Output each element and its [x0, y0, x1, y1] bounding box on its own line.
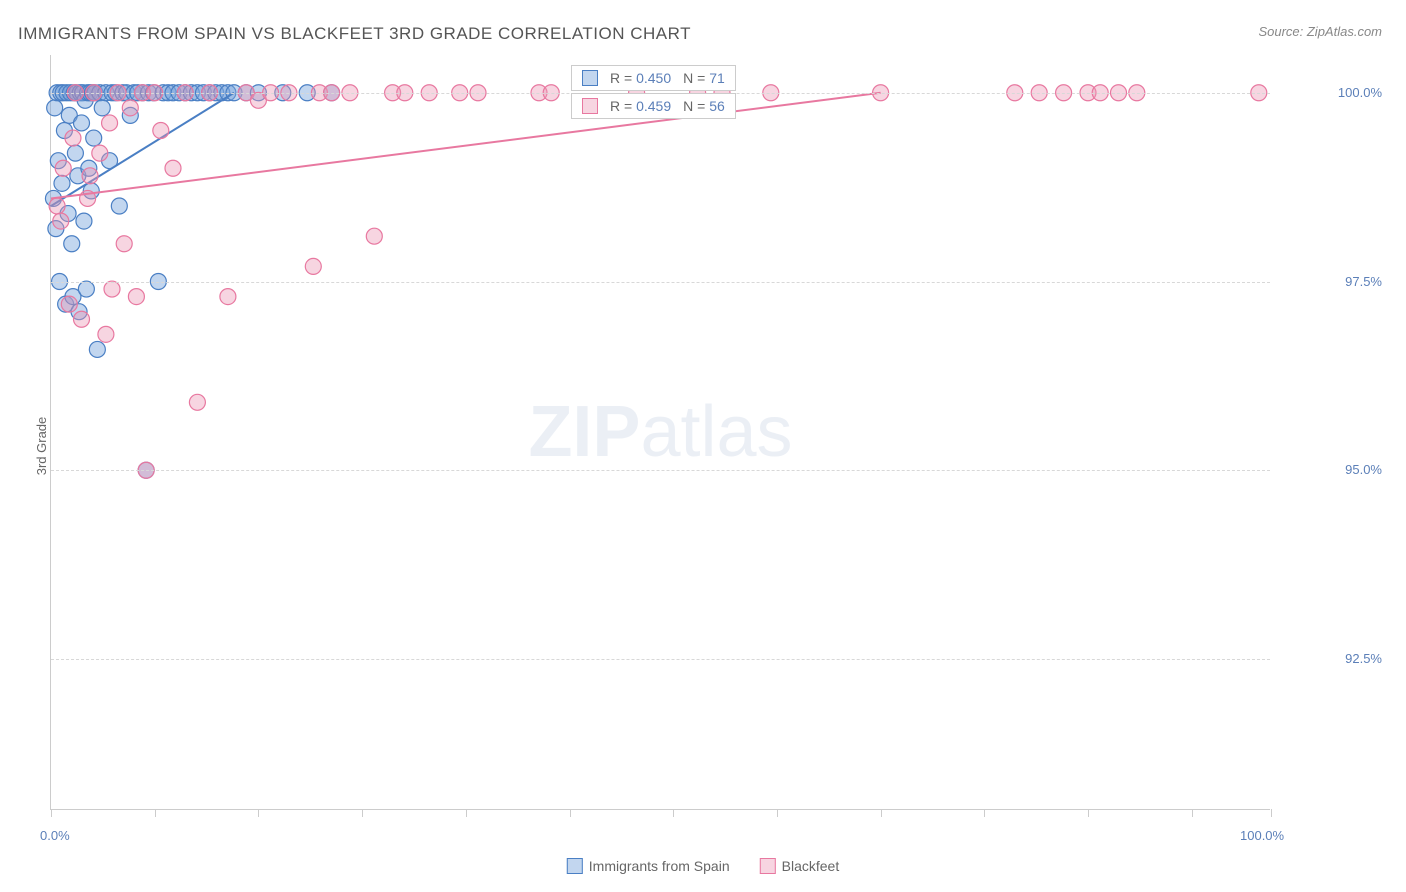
- y-tick-label: 92.5%: [1345, 651, 1382, 666]
- scatter-point: [65, 130, 81, 146]
- x-tick: [1192, 809, 1193, 817]
- scatter-point: [67, 145, 83, 161]
- scatter-point: [64, 236, 80, 252]
- scatter-point: [104, 281, 120, 297]
- scatter-svg: [51, 55, 1270, 809]
- scatter-point: [98, 326, 114, 342]
- legend-swatch: [582, 70, 598, 86]
- legend-series-name: Immigrants from Spain: [589, 858, 730, 874]
- scatter-point: [122, 100, 138, 116]
- trend-line: [51, 93, 881, 199]
- scatter-point: [74, 311, 90, 327]
- x-tick: [1271, 809, 1272, 817]
- scatter-point: [165, 160, 181, 176]
- legend-stat-box: R = 0.450 N = 71: [571, 65, 736, 91]
- x-tick: [777, 809, 778, 817]
- scatter-point: [128, 289, 144, 305]
- scatter-point: [102, 115, 118, 131]
- x-tick: [258, 809, 259, 817]
- x-tick: [570, 809, 571, 817]
- scatter-point: [89, 341, 105, 357]
- x-tick: [984, 809, 985, 817]
- scatter-point: [61, 296, 77, 312]
- x-tick: [466, 809, 467, 817]
- legend-series-name: Blackfeet: [782, 858, 840, 874]
- y-gridline: [51, 470, 1270, 471]
- x-tick: [673, 809, 674, 817]
- scatter-point: [55, 160, 71, 176]
- legend-stat-box: R = 0.459 N = 56: [571, 93, 736, 119]
- legend-item: Immigrants from Spain: [567, 858, 730, 874]
- scatter-point: [76, 213, 92, 229]
- scatter-point: [78, 281, 94, 297]
- n-label: N = 56: [683, 98, 725, 114]
- x-tick: [881, 809, 882, 817]
- scatter-point: [366, 228, 382, 244]
- y-tick-label: 95.0%: [1345, 462, 1382, 477]
- scatter-point: [49, 198, 65, 214]
- y-gridline: [51, 282, 1270, 283]
- scatter-point: [86, 130, 102, 146]
- scatter-point: [189, 394, 205, 410]
- scatter-point: [53, 213, 69, 229]
- x-tick: [362, 809, 363, 817]
- legend-swatch: [567, 858, 583, 874]
- legend-bottom: Immigrants from Spain Blackfeet: [567, 858, 839, 874]
- scatter-point: [116, 236, 132, 252]
- r-label: R = 0.450: [610, 70, 671, 86]
- chart-title: IMMIGRANTS FROM SPAIN VS BLACKFEET 3RD G…: [18, 24, 691, 44]
- n-value: 71: [709, 70, 725, 86]
- scatter-point: [220, 289, 236, 305]
- y-gridline: [51, 659, 1270, 660]
- legend-item: Blackfeet: [760, 858, 840, 874]
- x-tick: [1088, 809, 1089, 817]
- scatter-point: [111, 198, 127, 214]
- x-tick-label-max: 100.0%: [1240, 828, 1284, 843]
- y-tick-label: 100.0%: [1338, 85, 1382, 100]
- plot-area: ZIPatlas R = 0.450N = 71R = 0.459N = 56: [50, 55, 1270, 810]
- n-value: 56: [709, 98, 725, 114]
- scatter-point: [47, 100, 63, 116]
- scatter-point: [94, 100, 110, 116]
- scatter-point: [153, 123, 169, 139]
- scatter-point: [74, 115, 90, 131]
- y-axis-label: 3rd Grade: [34, 417, 49, 476]
- r-value: 0.450: [636, 70, 671, 86]
- legend-swatch: [582, 98, 598, 114]
- scatter-point: [305, 258, 321, 274]
- x-tick-label-min: 0.0%: [40, 828, 70, 843]
- scatter-point: [82, 168, 98, 184]
- n-label: N = 71: [683, 70, 725, 86]
- scatter-point: [92, 145, 108, 161]
- x-tick: [51, 809, 52, 817]
- r-value: 0.459: [636, 98, 671, 114]
- y-tick-label: 97.5%: [1345, 274, 1382, 289]
- scatter-point: [54, 175, 70, 191]
- x-tick: [155, 809, 156, 817]
- legend-swatch: [760, 858, 776, 874]
- r-label: R = 0.459: [610, 98, 671, 114]
- source-label: Source: ZipAtlas.com: [1258, 24, 1382, 39]
